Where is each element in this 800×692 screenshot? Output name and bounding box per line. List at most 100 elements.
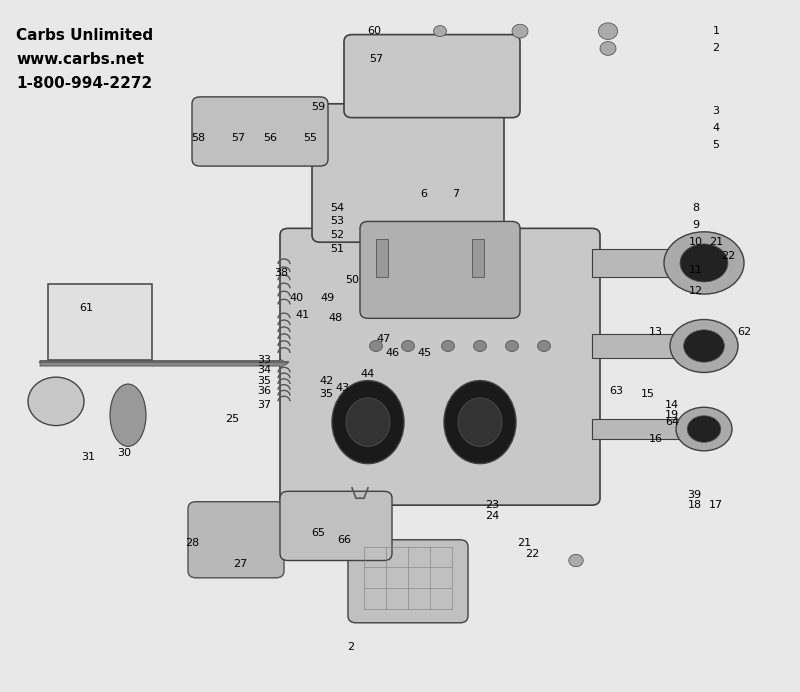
FancyBboxPatch shape [344, 35, 520, 118]
Text: 6: 6 [421, 189, 427, 199]
Text: 60: 60 [367, 26, 382, 36]
Circle shape [28, 377, 84, 426]
Ellipse shape [110, 384, 146, 446]
Text: 11: 11 [689, 265, 703, 275]
Text: 42: 42 [319, 376, 334, 385]
Text: 9: 9 [693, 220, 699, 230]
Text: 1: 1 [713, 26, 719, 36]
Ellipse shape [676, 407, 732, 451]
Text: 34: 34 [257, 365, 271, 375]
Circle shape [442, 340, 454, 352]
Text: 52: 52 [330, 230, 345, 240]
Circle shape [538, 340, 550, 352]
Text: 14: 14 [665, 400, 679, 410]
Text: 18: 18 [687, 500, 702, 510]
Text: 17: 17 [709, 500, 723, 510]
Text: 28: 28 [185, 538, 199, 548]
FancyBboxPatch shape [192, 97, 328, 166]
Text: 7: 7 [453, 189, 459, 199]
Text: 39: 39 [687, 490, 702, 500]
Ellipse shape [670, 320, 738, 372]
Text: 15: 15 [641, 390, 655, 399]
Text: 63: 63 [609, 386, 623, 396]
FancyBboxPatch shape [360, 221, 520, 318]
Text: 33: 33 [257, 355, 271, 365]
Text: 57: 57 [369, 54, 383, 64]
FancyBboxPatch shape [188, 502, 284, 578]
Bar [592, 249, 704, 277]
Ellipse shape [664, 232, 744, 294]
Text: 23: 23 [485, 500, 499, 510]
Text: 51: 51 [330, 244, 345, 254]
Text: 55: 55 [303, 134, 318, 143]
Text: 38: 38 [274, 268, 289, 278]
Text: 16: 16 [649, 435, 663, 444]
Text: 45: 45 [417, 348, 431, 358]
Text: 31: 31 [81, 452, 95, 462]
Text: 27: 27 [233, 559, 247, 569]
Ellipse shape [444, 381, 516, 464]
Text: 13: 13 [649, 327, 663, 337]
Text: 21: 21 [709, 237, 723, 247]
Text: 41: 41 [295, 310, 310, 320]
Circle shape [402, 340, 414, 352]
FancyBboxPatch shape [280, 228, 600, 505]
Text: 22: 22 [721, 251, 735, 261]
FancyBboxPatch shape [312, 104, 504, 242]
Circle shape [512, 24, 528, 38]
FancyBboxPatch shape [280, 491, 392, 561]
Text: 1-800-994-2272: 1-800-994-2272 [16, 76, 152, 91]
Text: 48: 48 [329, 313, 343, 323]
Bar [472, 239, 484, 277]
Text: 2: 2 [347, 642, 354, 652]
Text: www.carbs.net: www.carbs.net [16, 52, 144, 67]
Text: 61: 61 [79, 303, 94, 313]
Text: 53: 53 [330, 217, 345, 226]
FancyArrow shape [40, 359, 288, 367]
Text: 35: 35 [257, 376, 271, 385]
Text: 8: 8 [693, 203, 699, 212]
Text: 40: 40 [289, 293, 303, 302]
Circle shape [506, 340, 518, 352]
Circle shape [569, 554, 583, 567]
Text: 54: 54 [330, 203, 345, 212]
Text: 4: 4 [713, 123, 719, 133]
Text: 64: 64 [665, 417, 679, 427]
Text: 12: 12 [689, 286, 703, 295]
Text: 50: 50 [345, 275, 359, 285]
Circle shape [370, 340, 382, 352]
Text: 44: 44 [361, 369, 375, 379]
Text: 56: 56 [263, 134, 278, 143]
Text: 59: 59 [311, 102, 326, 112]
FancyBboxPatch shape [348, 540, 468, 623]
Circle shape [600, 42, 616, 55]
Text: 36: 36 [257, 386, 271, 396]
Ellipse shape [346, 398, 390, 446]
Ellipse shape [683, 330, 725, 362]
Text: 24: 24 [485, 511, 499, 520]
Text: 58: 58 [191, 134, 206, 143]
Bar [376, 239, 388, 277]
Circle shape [598, 23, 618, 39]
Text: 62: 62 [737, 327, 751, 337]
Text: 5: 5 [713, 140, 719, 150]
Text: 25: 25 [225, 414, 239, 424]
Text: 35: 35 [319, 390, 334, 399]
Ellipse shape [687, 416, 721, 442]
Text: 21: 21 [517, 538, 531, 548]
Text: 2: 2 [713, 44, 719, 53]
Text: 65: 65 [311, 528, 326, 538]
Text: 19: 19 [665, 410, 679, 420]
FancyBboxPatch shape [48, 284, 152, 360]
Text: 66: 66 [337, 535, 351, 545]
Text: 46: 46 [385, 348, 399, 358]
Text: 43: 43 [335, 383, 350, 392]
Ellipse shape [332, 381, 404, 464]
Text: 30: 30 [117, 448, 131, 458]
Text: 10: 10 [689, 237, 703, 247]
Text: 49: 49 [321, 293, 335, 302]
Text: 37: 37 [257, 400, 271, 410]
Circle shape [474, 340, 486, 352]
Text: 3: 3 [713, 106, 719, 116]
Ellipse shape [458, 398, 502, 446]
